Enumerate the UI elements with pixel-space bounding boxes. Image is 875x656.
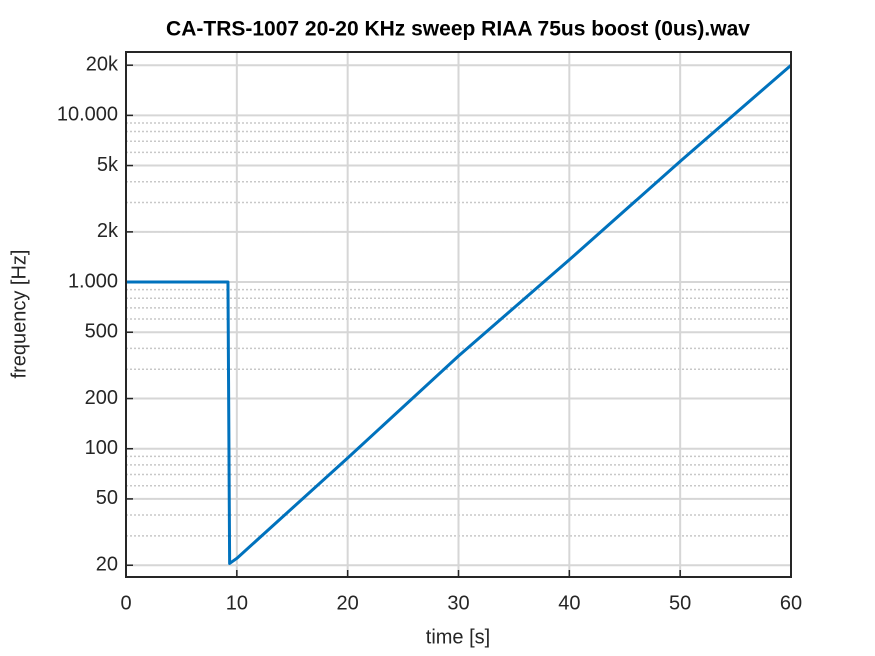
x-axis-label: time [s]: [426, 626, 490, 648]
y-tick-label: 2k: [97, 220, 119, 242]
x-tick-label: 20: [337, 592, 359, 614]
y-tick-label: 10.000: [57, 104, 118, 126]
x-tick-label: 0: [120, 592, 131, 614]
y-tick-label: 5k: [97, 154, 119, 176]
y-tick-label: 20k: [86, 53, 119, 75]
x-tick-label: 50: [669, 592, 691, 614]
y-tick-label: 50: [96, 487, 118, 509]
y-tick-label: 200: [85, 387, 118, 409]
y-tick-label: 100: [85, 437, 118, 459]
y-tick-label: 20: [96, 554, 118, 576]
chart-title: CA-TRS-1007 20-20 KHz sweep RIAA 75us bo…: [166, 18, 750, 41]
x-tick-label: 40: [558, 592, 580, 614]
y-axis-label: frequency [Hz]: [8, 250, 30, 379]
x-tick-label: 10: [226, 592, 248, 614]
y-tick-label: 1.000: [68, 270, 118, 292]
x-tick-label: 30: [447, 592, 469, 614]
x-tick-label: 60: [780, 592, 802, 614]
axes-box: [125, 51, 792, 578]
data-line: [126, 64, 792, 565]
y-tick-label: 500: [85, 321, 118, 343]
